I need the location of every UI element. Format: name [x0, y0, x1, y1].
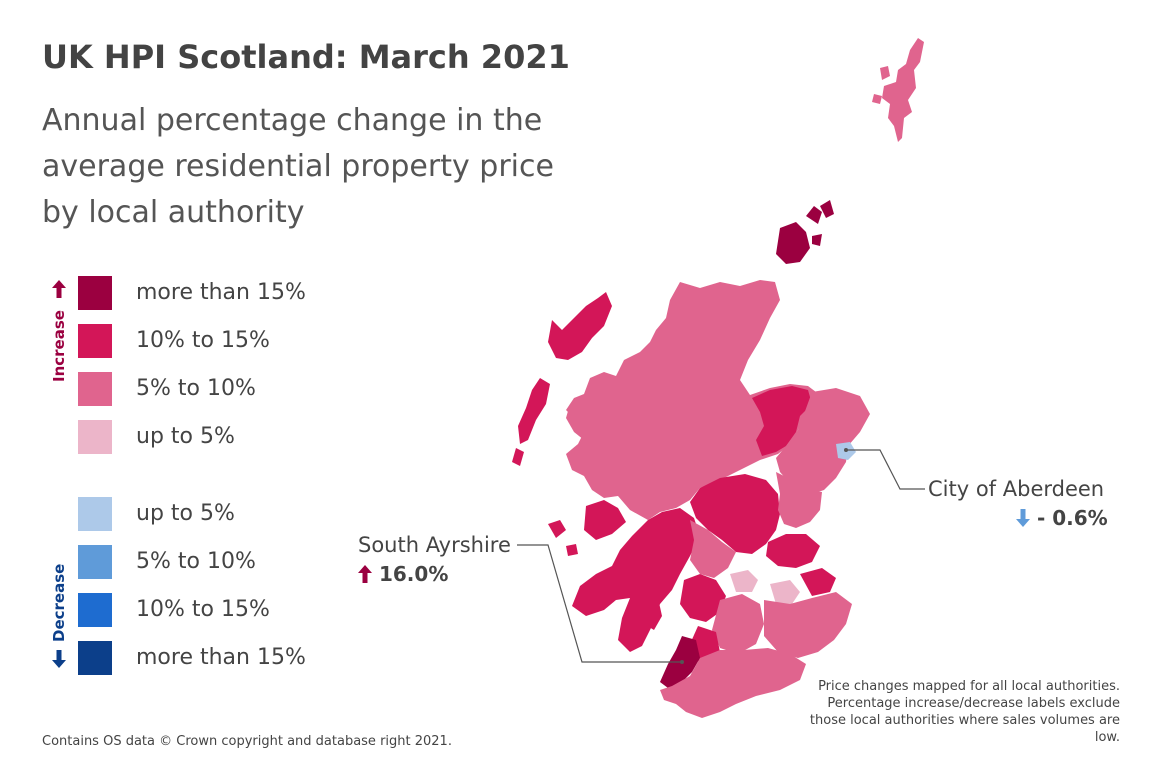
swatch-dec-1 — [78, 497, 112, 531]
aberdeen-leader-line — [846, 449, 925, 490]
copyright-footer: Contains OS data © Crown copyright and d… — [42, 734, 452, 749]
stirling-region[interactable] — [690, 520, 736, 578]
highland-region[interactable] — [566, 280, 820, 520]
aberdeen-value: - 0.6% — [1016, 506, 1108, 530]
legend-label-dec-3: 10% to 15% — [136, 597, 270, 622]
legend-label-dec-4: more than 15% — [136, 645, 306, 670]
edinburgh-region[interactable] — [770, 580, 800, 604]
swatch-dec-3 — [78, 593, 112, 627]
south-ayrshire-value: 16.0% — [358, 562, 448, 586]
legend-label-inc-2: 10% to 15% — [136, 328, 270, 353]
angus-region[interactable] — [776, 472, 822, 528]
perth-kinross-region[interactable] — [690, 474, 780, 554]
orkney-islands[interactable] — [776, 200, 834, 264]
aberdeen-name: City of Aberdeen — [928, 477, 1105, 501]
swatch-inc-3 — [78, 372, 112, 406]
moray-region[interactable] — [752, 386, 812, 456]
chart-title: UK HPI Scotland: March 2021 — [42, 38, 570, 76]
west-lothian-region[interactable] — [730, 570, 758, 592]
chart-subtitle: Annual percentage change in the average … — [42, 103, 554, 230]
footnote-explanation: Price changes mapped for all local autho… — [809, 679, 1120, 745]
swatch-inc-2 — [78, 324, 112, 358]
swatch-inc-1 — [78, 276, 112, 310]
aberdeen-marker — [844, 448, 848, 452]
skye-island[interactable] — [566, 398, 604, 440]
south-ayrshire-leader-line — [517, 544, 682, 663]
dumfries-galloway-region[interactable] — [660, 648, 806, 718]
legend-label-dec-2: 5% to 10% — [136, 549, 256, 574]
south-ayrshire-value-text: 16.0% — [378, 562, 449, 586]
outer-hebrides[interactable] — [512, 292, 612, 466]
inner-hebrides[interactable] — [548, 500, 626, 556]
swatch-dec-4 — [78, 641, 112, 675]
arran-island[interactable] — [644, 598, 662, 630]
legend-label-inc-1: more than 15% — [136, 280, 306, 305]
legend-label-dec-1: up to 5% — [136, 501, 235, 526]
south-ayrshire-marker — [680, 660, 684, 664]
east-lothian-region[interactable] — [800, 568, 836, 596]
aberdeenshire-region[interactable] — [776, 388, 870, 496]
aberdeen-value-text: - 0.6% — [1036, 506, 1108, 530]
south-lanarkshire-region[interactable] — [712, 594, 764, 654]
glasgow-cluster-region[interactable] — [680, 574, 726, 622]
increase-arrow-icon — [52, 280, 66, 298]
south-ayrshire-name: South Ayrshire — [358, 533, 511, 557]
decrease-arrow-icon — [52, 650, 66, 668]
swatch-dec-2 — [78, 545, 112, 579]
argyll-region[interactable] — [572, 508, 700, 652]
legend-label-inc-4: up to 5% — [136, 424, 235, 449]
fife-region[interactable] — [766, 534, 820, 568]
swatch-inc-4 — [78, 420, 112, 454]
legend-label-inc-3: 5% to 10% — [136, 376, 256, 401]
scottish-borders-region[interactable] — [764, 592, 852, 658]
increase-arrow-icon — [358, 565, 372, 583]
legend: Increase more than 15% 10% to 15% 5% to … — [40, 272, 370, 692]
decrease-arrow-icon — [1016, 509, 1030, 527]
shetland-islands[interactable] — [872, 38, 924, 142]
